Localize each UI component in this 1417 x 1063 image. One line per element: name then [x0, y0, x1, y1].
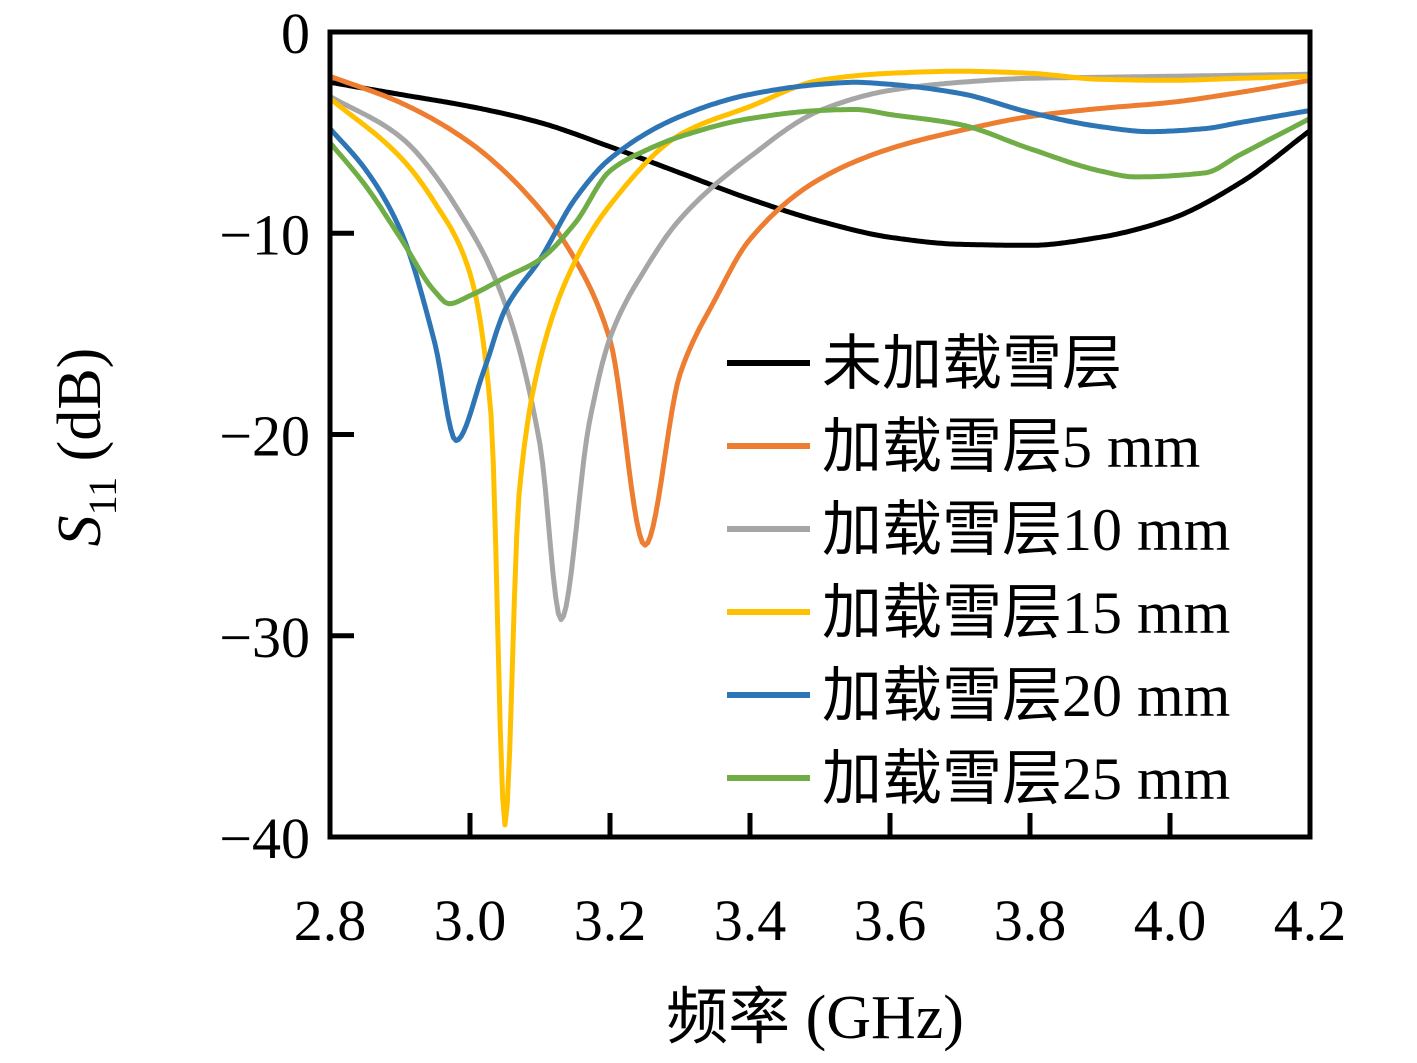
y-tick-label: −10 — [219, 202, 310, 267]
legend-item-3: 加载雪层15 mm — [727, 580, 1230, 646]
x-tick-label: 3.6 — [854, 888, 927, 953]
x-axis-title: 频率 (GHz) — [666, 984, 964, 1052]
legend-label-4: 加载雪层20 mm — [822, 663, 1230, 729]
x-tick-label: 3.4 — [714, 888, 787, 953]
x-tick-label: 4.2 — [1274, 888, 1347, 953]
y-axis-unit: (dB) — [46, 348, 114, 477]
legend-item-2: 加载雪层10 mm — [727, 497, 1230, 563]
legend-label-2: 加载雪层10 mm — [822, 497, 1230, 563]
y-tick-labels: 0 −10 −20 −30 −40 — [219, 1, 310, 871]
legend-label-5: 加载雪层25 mm — [822, 746, 1230, 812]
y-tick-label: −20 — [219, 404, 310, 469]
x-tick-label: 4.0 — [1134, 888, 1207, 953]
legend-item-0: 未加载雪层 — [727, 331, 1122, 397]
series-line-4 — [328, 79, 1312, 443]
legend-label-3: 加载雪层15 mm — [822, 580, 1230, 646]
series-line-5 — [328, 107, 1312, 307]
axis-ticks — [330, 230, 1173, 837]
y-tick-label: −30 — [219, 605, 310, 670]
legend-item-1: 加载雪层5 mm — [727, 414, 1200, 480]
legend-label-0: 未加载雪层 — [822, 331, 1122, 397]
legend-item-4: 加载雪层20 mm — [727, 663, 1230, 729]
legend-item-5: 加载雪层25 mm — [727, 746, 1230, 812]
y-axis-symbol: S — [46, 515, 114, 546]
series-line-0 — [328, 79, 1312, 248]
x-tick-label: 3.2 — [574, 888, 647, 953]
y-axis-subscript: 11 — [80, 477, 125, 516]
series-curves — [328, 68, 1312, 828]
series-line-1 — [328, 73, 1312, 548]
y-axis-title: S11 (dB) — [46, 348, 125, 547]
y-tick-label: −40 — [219, 806, 310, 871]
x-tick-labels: 2.8 3.0 3.2 3.4 3.6 3.8 4.0 4.2 — [294, 888, 1347, 953]
series-line-3 — [328, 68, 1312, 828]
x-tick-label: 2.8 — [294, 888, 367, 953]
y-tick-label: 0 — [281, 1, 310, 66]
legend-label-1: 加载雪层5 mm — [822, 414, 1200, 480]
x-tick-label: 3.8 — [994, 888, 1067, 953]
plot-frame — [327, 29, 1313, 840]
x-tick-label: 3.0 — [434, 888, 507, 953]
